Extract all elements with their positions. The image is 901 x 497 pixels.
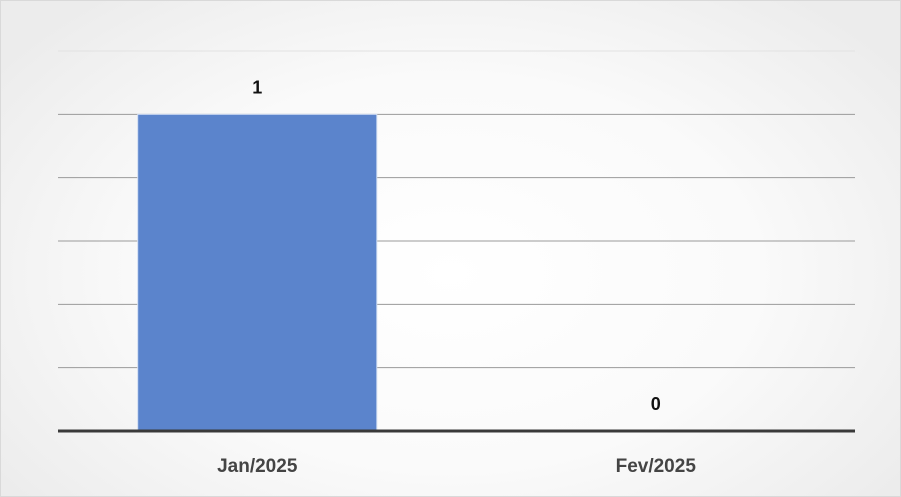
x-tick-label: Fev/2025: [616, 456, 697, 477]
data-labels: 10: [252, 77, 661, 414]
bars: [137, 113, 378, 432]
x-tick-labels: Jan/2025 Fev/2025: [217, 456, 696, 477]
x-tick-label: Jan/2025: [217, 456, 298, 477]
data-label: 1: [252, 77, 262, 97]
bar-jan-2025: [137, 113, 378, 432]
data-label: 0: [651, 394, 661, 414]
